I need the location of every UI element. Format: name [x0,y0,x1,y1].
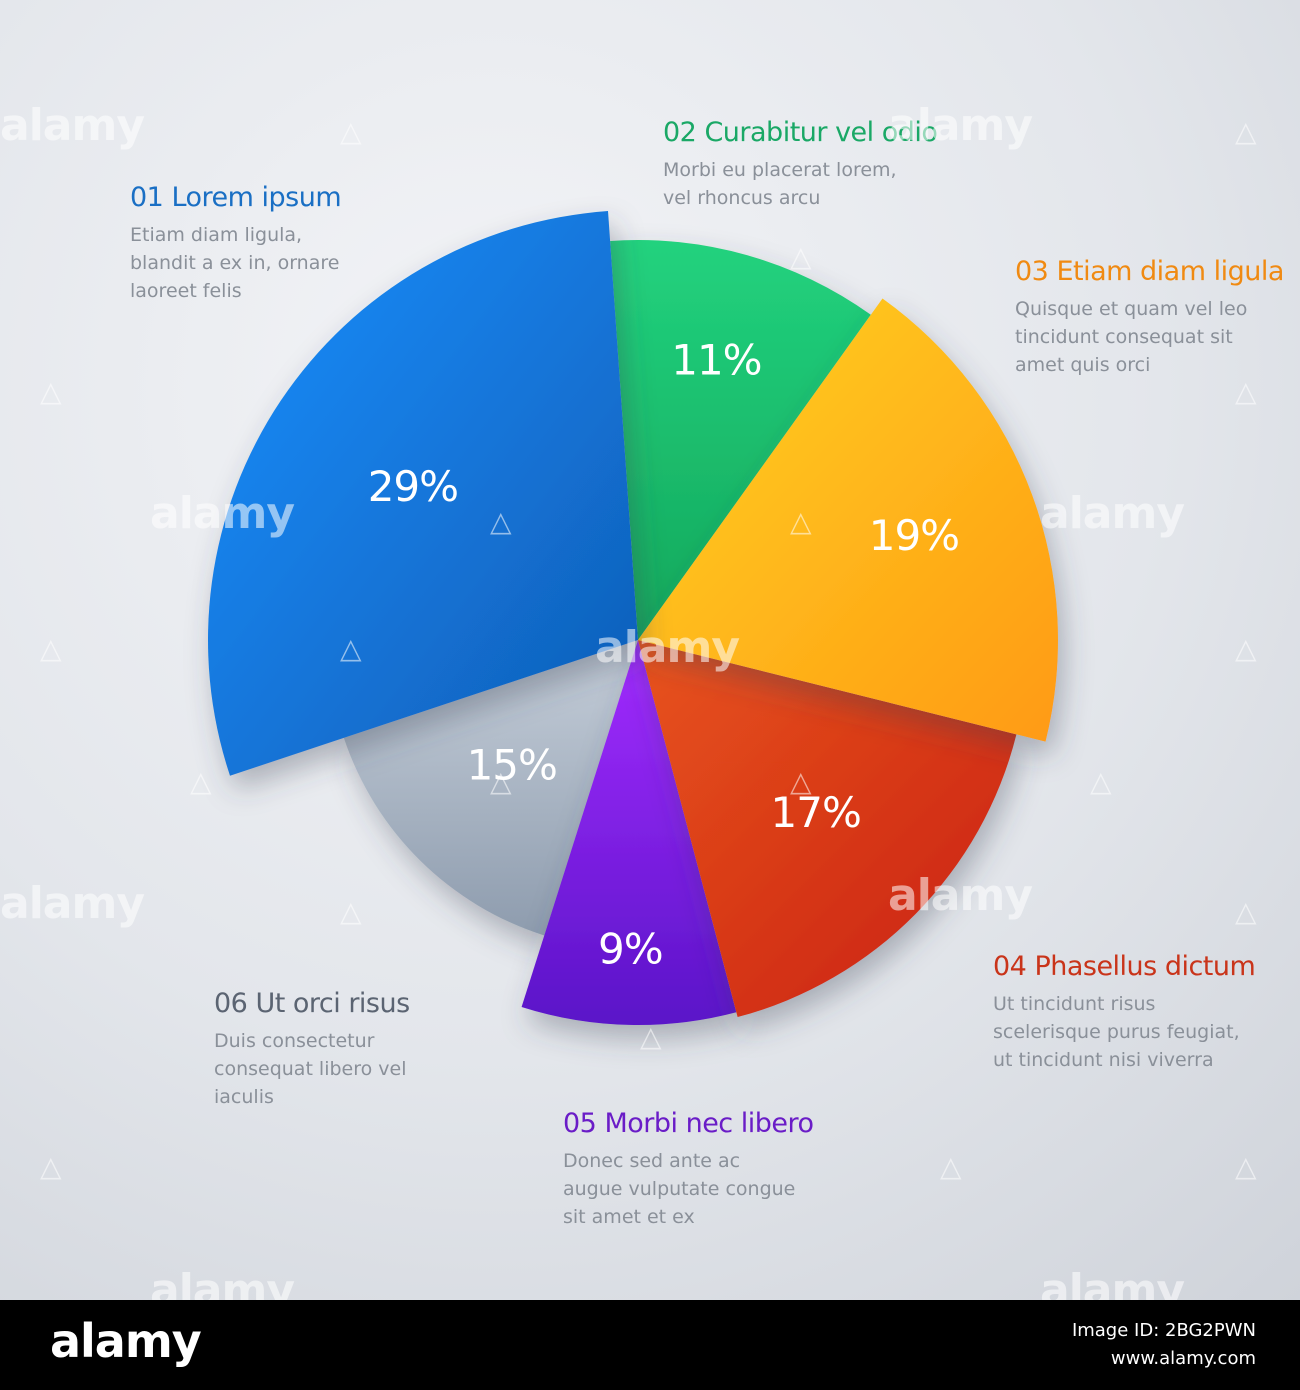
pie-slice-02 [610,240,871,640]
legend-desc-01: Etiam diam ligula, blandit a ex in, orna… [130,224,340,302]
footer-bar: alamy Image ID: 2BG2PWN www.alamy.com [0,1300,1300,1390]
pie-percent-label-03: 19% [869,511,959,560]
legend-entry-04: 04 Phasellus dictum Ut tincidunt risus s… [993,951,1293,1074]
pie-slice-06 [343,640,638,936]
pie-percent-label-04: 17% [771,788,861,837]
pie-percent-label-02: 11% [671,335,761,384]
pie-slice-01 [208,211,638,776]
legend-title-03: 03 Etiam diam ligula [1015,256,1284,287]
legend-entry-05: 05 Morbi nec libero Donec sed ante ac au… [563,1108,863,1231]
legend-desc-06: Duis consectetur consequat libero vel ia… [214,1030,407,1108]
legend-title-01: 01 Lorem ipsum [130,182,342,213]
source-url-text: www.alamy.com [1110,1348,1256,1369]
legend-desc-04: Ut tincidunt risus scelerisque purus feu… [993,993,1240,1071]
pie-percent-label-06: 15% [467,741,557,790]
pie-slice-04 [638,640,1017,1018]
legend-entry-02: 02 Curabitur vel odio Morbi eu placerat … [663,117,963,212]
legend-entry-03: 03 Etiam diam ligula Quisque et quam vel… [1015,256,1300,379]
pie-percent-label-01: 29% [368,462,458,511]
pie-slices [208,211,1058,1025]
image-id-text: Image ID: 2BG2PWN [1071,1320,1256,1341]
pie-percent-label-05: 9% [598,924,663,973]
infographic-canvas: 15% 9% 11% 17% 19% 29% 01 Lorem ipsum Etiam d… [0,0,1300,1300]
legend-desc-03: Quisque et quam vel leo tincidunt conseq… [1015,298,1248,376]
legend-entry-01: 01 Lorem ipsum Etiam diam ligula, blandi… [130,182,430,305]
alamy-logo: alamy [50,1314,202,1368]
legend-title-05: 05 Morbi nec libero [563,1108,814,1139]
pie-slice-05 [521,640,737,1025]
pie-slice-03 [638,298,1058,742]
legend-desc-02: Morbi eu placerat lorem, vel rhoncus arc… [663,159,897,209]
legend-desc-05: Donec sed ante ac augue vulputate congue… [563,1150,796,1228]
legend-entry-06: 06 Ut orci risus Duis consectetur conseq… [214,988,514,1111]
pie-percent-labels: 15% 9% 11% 17% 19% 29% [368,335,960,973]
pie-chart: 15% 9% 11% 17% 19% 29% [208,211,1058,1025]
legend-title-06: 06 Ut orci risus [214,988,410,1019]
legend-title-02: 02 Curabitur vel odio [663,117,938,148]
legend-title-04: 04 Phasellus dictum [993,951,1256,982]
